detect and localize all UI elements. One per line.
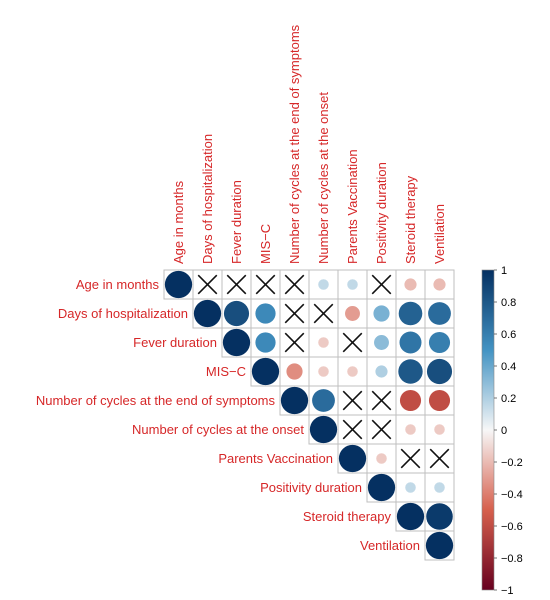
column-label-5: Number of cycles at the onset	[316, 92, 331, 264]
row-label-0: Age in months	[76, 277, 160, 292]
cross-mark-2-6	[342, 332, 363, 353]
cross-mark-0-7	[371, 274, 392, 295]
corr-circle-3-9	[426, 358, 453, 385]
corr-circle-4-4	[280, 386, 309, 415]
grid-cell-1-4	[279, 298, 310, 329]
row-label-3: MIS−C	[206, 364, 246, 379]
column-label-1: Days of hospitalization	[200, 134, 215, 264]
corr-circle-2-3	[255, 332, 276, 353]
corr-circle-3-8	[398, 359, 423, 384]
corr-circle-0-5	[318, 279, 329, 290]
colorbar-tick-label-6: −0.2	[501, 457, 523, 469]
cross-mark-0-3	[255, 274, 276, 295]
column-label-6: Parents Vaccination	[345, 149, 360, 264]
corr-circle-0-6	[347, 279, 358, 290]
cross-mark-6-9	[429, 448, 450, 469]
column-label-2: Fever duration	[229, 180, 244, 264]
colorbar: 1 0.8 0.6 0.4 0.2 0 −0.2 −0.4 −0.6 −0.8 −1	[481, 265, 523, 597]
corr-circle-8-9	[426, 503, 453, 530]
corr-circle-7-8	[405, 482, 416, 493]
cross-mark-0-4	[284, 274, 305, 295]
corr-circle-3-5	[318, 366, 329, 377]
corr-circle-5-8	[405, 424, 416, 435]
cross-mark-1-5	[313, 303, 334, 324]
corr-circle-2-9	[428, 331, 451, 354]
corr-circle-7-7	[367, 473, 396, 502]
column-label-8: Steroid therapy	[403, 175, 418, 264]
cross-mark-0-1	[197, 274, 218, 295]
corr-circle-1-8	[398, 301, 423, 326]
corr-circle-2-2	[222, 328, 251, 357]
column-label-9: Ventilation	[432, 204, 447, 264]
column-label-3: MIS−C	[258, 224, 273, 264]
corr-circle-0-8	[404, 278, 417, 291]
row-label-8: Steroid therapy	[303, 509, 392, 524]
colorbar-tick-label-3: 0.4	[501, 361, 516, 373]
corr-circle-4-8	[399, 389, 422, 412]
row-label-6: Parents Vaccination	[218, 451, 333, 466]
marks-layer	[164, 270, 454, 560]
corr-circle-6-6	[338, 444, 367, 473]
corr-circle-4-9	[428, 389, 451, 412]
row-label-7: Positivity duration	[260, 480, 362, 495]
corr-circle-7-9	[434, 482, 445, 493]
cross-mark-4-7	[371, 390, 392, 411]
corr-circle-6-7	[376, 453, 387, 464]
grid-cell-2-4	[279, 327, 310, 358]
corr-circle-3-6	[347, 366, 358, 377]
corr-circle-5-5	[309, 415, 338, 444]
corr-circle-2-8	[399, 331, 422, 354]
corr-circle-0-9	[433, 278, 446, 291]
colorbar-tick-label-4: 0.2	[501, 393, 516, 405]
cross-mark-0-2	[226, 274, 247, 295]
colorbar-tick-label-1: 0.8	[501, 297, 516, 309]
labels-layer: Age in months Days of hospitalization Feve…	[36, 24, 447, 553]
cross-mark-5-7	[371, 419, 392, 440]
column-label-0: Age in months	[171, 180, 186, 264]
corr-circle-2-5	[318, 337, 329, 348]
corr-circle-4-5	[312, 389, 335, 412]
row-label-1: Days of hospitalization	[58, 306, 188, 321]
corr-circle-1-6	[345, 306, 360, 321]
row-label-4: Number of cycles at the end of symptoms	[36, 393, 276, 408]
row-label-5: Number of cycles at the onset	[132, 422, 304, 437]
cross-mark-6-8	[400, 448, 421, 469]
corr-circle-2-7	[374, 335, 389, 350]
corr-circle-1-3	[255, 303, 276, 324]
corr-circle-1-2	[223, 300, 250, 327]
colorbar-gradient	[481, 269, 495, 591]
cross-mark-1-4	[284, 303, 305, 324]
corr-circle-3-3	[251, 357, 280, 386]
grid-cell-0-7	[366, 269, 397, 300]
colorbar-tick-label-9: −0.8	[501, 553, 523, 565]
corr-circle-8-8	[396, 502, 425, 531]
column-label-4: Number of cycles at the end of symptoms	[287, 24, 302, 264]
row-label-2: Fever duration	[133, 335, 217, 350]
corr-circle-9-9	[425, 531, 454, 560]
colorbar-tick-label-8: −0.6	[501, 521, 523, 533]
colorbar-tick-label-10: −1	[501, 585, 514, 597]
column-label-7: Positivity duration	[374, 162, 389, 264]
corr-circle-0-0	[164, 270, 193, 299]
corr-circle-3-7	[375, 365, 388, 378]
colorbar-tick-label-0: 1	[501, 265, 507, 277]
cross-mark-2-4	[284, 332, 305, 353]
corr-circle-3-4	[286, 363, 303, 380]
colorbar-tick-label-2: 0.6	[501, 329, 516, 341]
colorbar-tick-label-5: 0	[501, 425, 507, 437]
row-label-9: Ventilation	[360, 538, 420, 553]
corr-circle-1-9	[428, 302, 451, 325]
corr-circle-1-1	[193, 299, 222, 328]
corr-circle-5-9	[434, 424, 445, 435]
colorbar-tick-label-7: −0.4	[501, 489, 523, 501]
corr-circle-1-7	[373, 305, 390, 322]
cross-mark-5-6	[342, 419, 363, 440]
cross-mark-4-6	[342, 390, 363, 411]
